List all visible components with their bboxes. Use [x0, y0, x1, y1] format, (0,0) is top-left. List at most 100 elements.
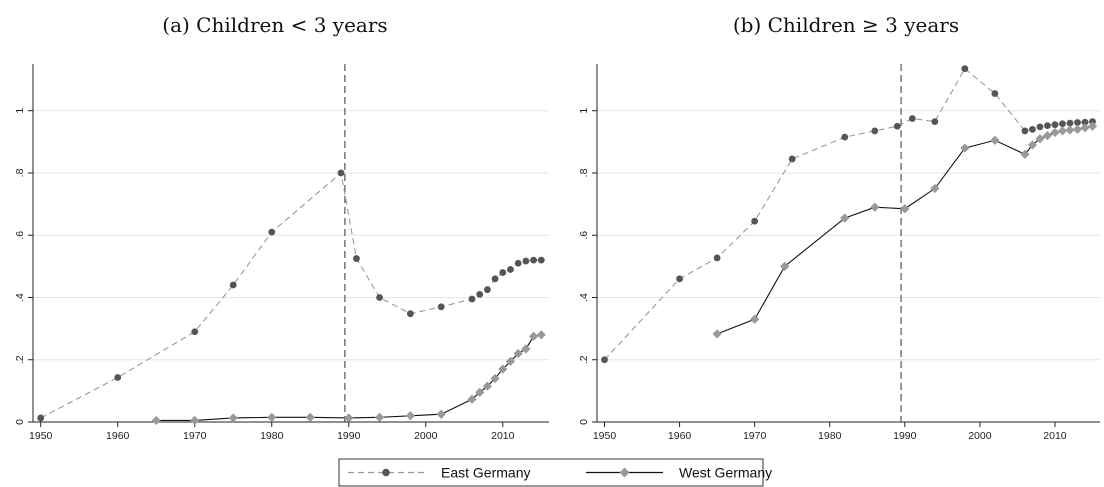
west-germany-point [780, 261, 790, 271]
west-germany-point [344, 413, 354, 423]
west-germany-point [990, 135, 1000, 145]
x-tick-label: 1950 [29, 430, 53, 442]
east-germany-point [841, 133, 849, 141]
east-germany-point [1066, 119, 1074, 127]
y-tick-label: 0 [578, 419, 590, 425]
x-tick-label: 1990 [893, 430, 917, 442]
west-germany-point [1080, 123, 1090, 133]
west-germany-point [190, 415, 200, 426]
y-tick-label: .4 [14, 293, 26, 302]
west-germany-point [1087, 121, 1098, 131]
east-germany-point [437, 303, 445, 311]
east-germany-point [507, 266, 514, 273]
east-germany-point [931, 118, 939, 125]
east-germany-point [1051, 121, 1059, 129]
west-germany-point [750, 314, 760, 324]
panel-title: (a) Children < 3 years [162, 13, 387, 37]
west-germany-point [521, 344, 531, 354]
legend-east-label: East Germany [441, 465, 530, 481]
east-germany-point [1089, 118, 1096, 125]
east-germany-point [871, 127, 879, 135]
x-tick-label: 1980 [260, 430, 284, 442]
east-germany-point [537, 256, 545, 264]
west-germany-point [870, 202, 880, 212]
east-germany-point [1029, 125, 1036, 133]
east-germany-point [788, 155, 796, 163]
legend-west-label: West Germany [679, 465, 772, 481]
east-germany-point [1081, 118, 1089, 126]
west-germany-point [513, 348, 523, 359]
panel-title: (b) Children ≥ 3 years [733, 13, 959, 37]
west-germany-point [151, 415, 161, 426]
east-germany-point [376, 294, 383, 301]
y-tick-label: .6 [14, 231, 26, 240]
x-tick-label: 2000 [414, 430, 438, 442]
west-germany-point [467, 394, 477, 404]
y-tick-label: .6 [578, 231, 590, 240]
panel-a: (a) Children < 3 years 0 .2 .4 .6 .8 1 1950 1960… [14, 13, 549, 442]
east-germany-point [476, 290, 484, 298]
west-germany-point [1057, 126, 1068, 136]
y-tick-label: .8 [578, 168, 590, 177]
x-tick-label: 1990 [337, 430, 361, 442]
x-tick-label: 1950 [593, 430, 617, 442]
legend: East Germany West Germany [338, 458, 772, 487]
x-tick-label: 2000 [968, 430, 992, 442]
east-germany-line [604, 67, 1093, 361]
west-germany-line [156, 334, 542, 421]
x-tick-label: 1970 [183, 430, 207, 442]
west-germany-point [1035, 134, 1045, 144]
west-germany-point [1042, 131, 1053, 141]
east-germany-point [893, 122, 901, 130]
east-germany-point [337, 169, 345, 177]
east-germany-point [1074, 119, 1081, 126]
east-germany-point [268, 228, 276, 236]
y-tick-label: 1 [14, 108, 26, 114]
west-germany-point [960, 143, 970, 153]
west-germany-point [536, 330, 546, 340]
east-germany-point [676, 275, 683, 283]
east-germany-point [1036, 123, 1044, 131]
east-germany-point [499, 269, 507, 276]
x-tick-label: 1980 [818, 430, 842, 442]
east-germany-point [522, 257, 530, 265]
east-germany-line [40, 171, 542, 419]
west-germany-point [475, 387, 485, 398]
west-germany-point [930, 183, 940, 194]
y-tick-label: .4 [578, 293, 590, 302]
west-germany-point [490, 373, 500, 384]
west-germany-point [267, 412, 277, 422]
east-germany-point [908, 115, 916, 122]
east-germany-point [1021, 127, 1029, 135]
y-tick-label: .2 [14, 355, 26, 364]
east-germany-point [191, 328, 199, 336]
east-germany-point [751, 217, 759, 225]
panel-b: (b) Children ≥ 3 years 0 .2 .4 .6 .8 1 1950 1960… [578, 13, 1100, 442]
west-germany-point [498, 364, 508, 374]
west-germany-point [1050, 127, 1060, 138]
x-tick-label: 1960 [668, 430, 692, 442]
west-germany-point [1027, 140, 1038, 150]
x-tick-label: 2010 [1043, 430, 1067, 442]
east-germany-point [491, 275, 499, 283]
legend-west-marker [619, 467, 630, 478]
east-germany-point [229, 281, 237, 289]
east-germany-point [37, 414, 45, 422]
east-germany-point [991, 90, 999, 97]
y-tick-label: 1 [578, 108, 590, 114]
y-tick-label: .8 [14, 168, 26, 177]
west-germany-point [374, 412, 385, 422]
east-germany-point [1044, 122, 1051, 130]
east-germany-point [713, 254, 721, 262]
x-tick-label: 1970 [743, 430, 767, 442]
west-germany-point [405, 411, 415, 421]
west-germany-point [436, 409, 446, 419]
y-tick-label: .2 [578, 355, 590, 364]
west-germany-point [840, 213, 850, 223]
east-germany-point [483, 286, 491, 294]
west-germany-point [528, 331, 539, 341]
east-germany-point [961, 65, 969, 73]
west-germany-point [505, 356, 516, 366]
east-germany-point [601, 356, 608, 364]
